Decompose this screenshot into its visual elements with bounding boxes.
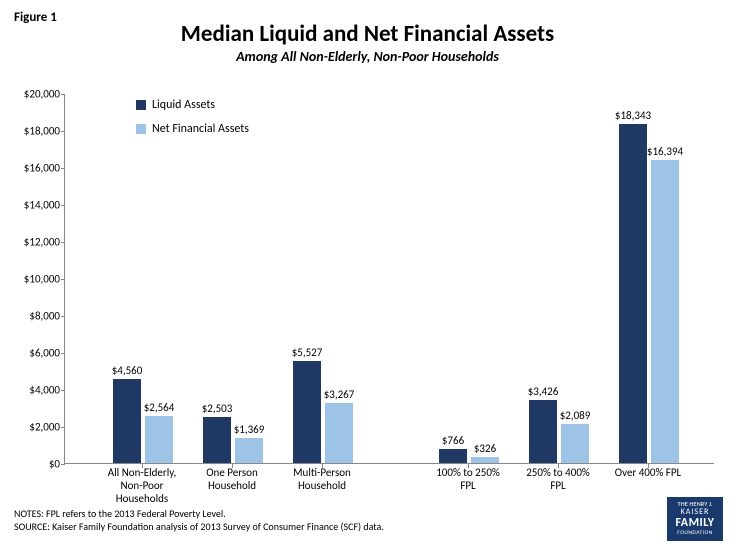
logo-line: FOUNDATION — [667, 530, 723, 536]
x-category-label: One PersonHousehold — [187, 466, 277, 492]
bar-net — [325, 403, 353, 463]
y-tick-label: $2,000 — [29, 421, 60, 434]
y-tick-mark — [61, 427, 65, 428]
bar-liquid — [203, 417, 231, 463]
y-tick-label: $12,000 — [24, 236, 60, 249]
chart-subtitle: Among All Non-Elderly, Non-Poor Househol… — [0, 48, 735, 65]
y-tick-mark — [61, 205, 65, 206]
x-category-label: 250% to 400%FPL — [513, 466, 603, 492]
y-tick-label: $16,000 — [24, 162, 60, 175]
legend-swatch-net — [136, 124, 146, 134]
y-tick-mark — [61, 168, 65, 169]
chart-notes: NOTES: FPL refers to the 2013 Federal Po… — [14, 507, 384, 533]
y-tick-label: $0 — [49, 458, 60, 471]
y-tick-mark — [61, 94, 65, 95]
bar-net — [235, 438, 263, 463]
y-tick-mark — [61, 464, 65, 465]
y-tick-mark — [61, 316, 65, 317]
legend-label-liquid: Liquid Assets — [152, 98, 215, 112]
y-tick-mark — [61, 131, 65, 132]
bar-liquid — [113, 379, 141, 463]
y-tick-label: $8,000 — [29, 310, 60, 323]
x-category-label: Over 400% FPL — [603, 466, 693, 479]
legend-item-liquid: Liquid Assets — [136, 98, 249, 112]
x-category-label: 100% to 250%FPL — [423, 466, 513, 492]
bar-liquid — [619, 124, 647, 463]
legend-swatch-liquid — [136, 100, 146, 110]
notes-line: NOTES: FPL refers to the 2013 Federal Po… — [14, 507, 384, 520]
y-tick-label: $18,000 — [24, 125, 60, 138]
bar-value-label: $4,560 — [112, 364, 143, 377]
bar-liquid — [529, 400, 557, 463]
bar-value-label: $326 — [474, 442, 496, 455]
bar-net — [561, 424, 589, 463]
y-tick-mark — [61, 353, 65, 354]
bar-value-label: $2,503 — [202, 402, 233, 415]
bar-value-label: $766 — [442, 434, 464, 447]
y-tick-label: $6,000 — [29, 347, 60, 360]
bar-value-label: $5,527 — [292, 346, 323, 359]
bar-value-label: $16,394 — [647, 145, 683, 158]
chart-title: Median Liquid and Net Financial Assets — [0, 20, 735, 48]
bar-net — [471, 457, 499, 463]
bar-net — [651, 160, 679, 463]
y-tick-mark — [61, 279, 65, 280]
y-tick-label: $4,000 — [29, 384, 60, 397]
x-category-label: Multi-PersonHousehold — [277, 466, 367, 492]
legend: Liquid Assets Net Financial Assets — [136, 98, 249, 146]
bar-net — [145, 416, 173, 463]
bar-liquid — [293, 361, 321, 463]
bar-value-label: $1,369 — [234, 423, 265, 436]
y-tick-mark — [61, 242, 65, 243]
y-tick-label: $20,000 — [24, 88, 60, 101]
y-tick-label: $10,000 — [24, 273, 60, 286]
legend-item-net: Net Financial Assets — [136, 122, 249, 136]
source-line: SOURCE: Kaiser Family Foundation analysi… — [14, 520, 384, 533]
y-tick-label: $14,000 — [24, 199, 60, 212]
bar-value-label: $18,343 — [615, 109, 651, 122]
bar-value-label: $3,267 — [324, 388, 355, 401]
bar-value-label: $2,564 — [144, 401, 175, 414]
kaiser-logo: THE HENRY J. KAISER FAMILY FOUNDATION — [667, 497, 723, 541]
x-category-label: All Non-Elderly,Non-PoorHouseholds — [97, 466, 187, 506]
bar-value-label: $3,426 — [528, 385, 559, 398]
chart-area: $0$2,000$4,000$6,000$8,000$10,000$12,000… — [64, 94, 714, 464]
legend-label-net: Net Financial Assets — [152, 122, 249, 136]
y-tick-mark — [61, 390, 65, 391]
bar-liquid — [439, 449, 467, 463]
plot-area: $0$2,000$4,000$6,000$8,000$10,000$12,000… — [64, 94, 714, 464]
bar-value-label: $2,089 — [560, 409, 591, 422]
logo-line: FAMILY — [667, 517, 723, 530]
